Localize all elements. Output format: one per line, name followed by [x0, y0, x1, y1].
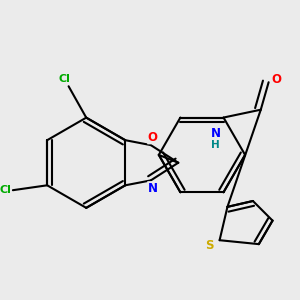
Text: N: N — [148, 182, 158, 195]
Text: N: N — [211, 127, 221, 140]
Text: S: S — [206, 238, 214, 252]
Text: O: O — [272, 73, 281, 86]
Text: Cl: Cl — [0, 185, 11, 195]
Text: Cl: Cl — [59, 74, 70, 84]
Text: O: O — [148, 131, 158, 144]
Text: H: H — [211, 140, 220, 150]
